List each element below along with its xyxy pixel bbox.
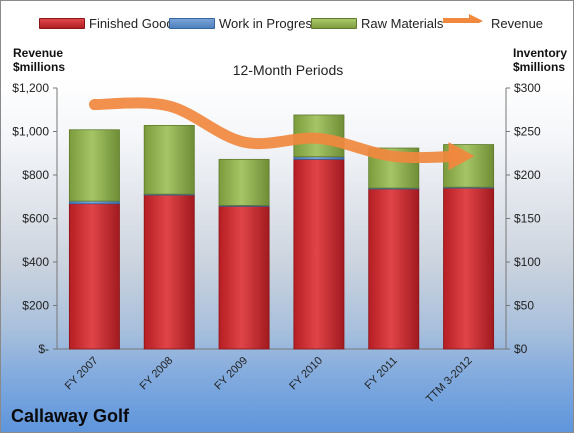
raw-materials-swatch <box>311 18 357 29</box>
left-axis-title-line2: $millions <box>13 60 66 74</box>
legend-label-revenue: Revenue <box>491 16 544 31</box>
revenue-line <box>88 97 461 164</box>
right-axis-title-line2: $millions <box>513 60 566 74</box>
bar-finished-goods <box>368 188 420 350</box>
right-axis-title-line1: Inventory <box>513 46 568 60</box>
left-tick-label: $1,000 <box>12 125 49 139</box>
right-tick-label: $100 <box>514 255 541 269</box>
bar-finished-goods <box>143 194 195 350</box>
legend-label-wip: Work in Progress <box>219 16 319 31</box>
category-label: FY 2009 <box>212 355 250 393</box>
category-label: FY 2010 <box>287 355 325 393</box>
revenue-arrowhead <box>448 142 475 171</box>
right-tick-label: $300 <box>514 81 541 95</box>
right-tick-label: $0 <box>514 342 528 356</box>
category-label: TTM 3-2012 <box>424 355 475 406</box>
category-label: FY 2008 <box>138 355 176 393</box>
bar-finished-goods <box>218 205 270 350</box>
right-tick-label: $250 <box>514 125 541 139</box>
bar-raw-materials <box>68 129 120 202</box>
company-name: Callaway Golf <box>11 406 130 426</box>
bar-raw-materials <box>143 125 195 195</box>
bar-finished-goods <box>293 158 345 350</box>
bar-raw-materials <box>218 158 270 206</box>
right-tick-label: $200 <box>514 168 541 182</box>
legend: Finished Goods Work in Progress Raw Mate… <box>1 14 573 37</box>
category-label: FY 2011 <box>363 355 400 392</box>
left-tick-label: $800 <box>22 168 49 182</box>
right-tick-label: $150 <box>514 212 541 226</box>
chart-title: 12-Month Periods <box>232 62 344 78</box>
bar-finished-goods <box>68 203 120 350</box>
wip-swatch <box>169 18 215 29</box>
left-axis-title: Revenue $millions <box>13 46 65 74</box>
left-tick-label: $1,200 <box>12 81 49 95</box>
left-tick-label: $400 <box>22 255 49 269</box>
right-tick-label: $50 <box>514 299 534 313</box>
bar-finished-goods <box>443 187 495 350</box>
legend-label-raw-materials: Raw Materials <box>361 16 444 31</box>
legend-label-finished-goods: Finished Goods <box>89 16 181 31</box>
left-tick-label: $- <box>38 342 49 356</box>
left-axis-title-line1: Revenue <box>13 46 64 60</box>
right-axis-title: Inventory $millions <box>513 46 567 74</box>
left-tick-label: $600 <box>22 212 49 226</box>
category-label: FY 2007 <box>63 355 101 393</box>
revenue-swatch <box>443 14 483 23</box>
left-tick-label: $200 <box>22 299 49 313</box>
finished-goods-swatch <box>39 18 85 29</box>
